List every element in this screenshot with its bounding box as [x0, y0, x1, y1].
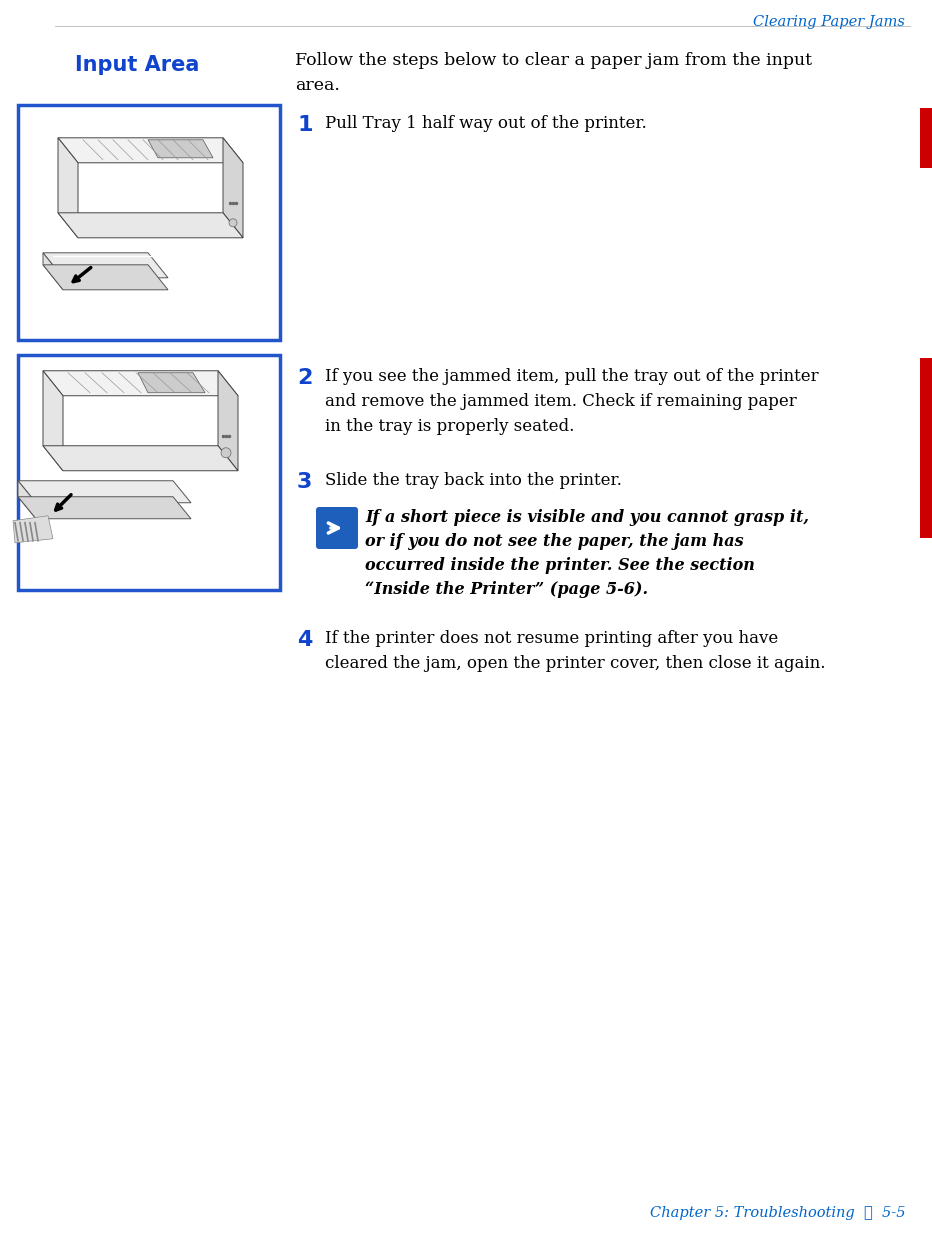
- Text: If you see the jammed item, pull the tray out of the printer
and remove the jamm: If you see the jammed item, pull the tra…: [325, 367, 818, 434]
- Text: 4: 4: [297, 630, 312, 649]
- Circle shape: [229, 219, 237, 226]
- Bar: [920, 357, 932, 538]
- Polygon shape: [58, 213, 243, 238]
- Polygon shape: [18, 497, 191, 518]
- Text: 1: 1: [297, 115, 312, 135]
- Polygon shape: [18, 481, 36, 518]
- Polygon shape: [223, 137, 243, 238]
- Bar: [18, 355, 280, 590]
- Polygon shape: [58, 137, 243, 163]
- Circle shape: [221, 448, 231, 458]
- Polygon shape: [18, 481, 191, 502]
- Text: 3: 3: [297, 473, 312, 492]
- Polygon shape: [43, 445, 238, 471]
- Polygon shape: [148, 140, 213, 158]
- Text: If a short piece is visible and you cannot grasp it,
or if you do not see the pa: If a short piece is visible and you cann…: [365, 508, 809, 599]
- FancyBboxPatch shape: [316, 507, 358, 549]
- Text: Clearing Paper Jams: Clearing Paper Jams: [753, 15, 905, 28]
- Polygon shape: [43, 265, 168, 289]
- Polygon shape: [58, 137, 78, 238]
- Bar: [317, 505, 907, 617]
- Text: If the printer does not resume printing after you have
cleared the jam, open the: If the printer does not resume printing …: [325, 630, 826, 672]
- Bar: [18, 105, 280, 340]
- Text: Input Area: Input Area: [75, 54, 199, 75]
- Text: Chapter 5: Troubleshooting  ❖  5-5: Chapter 5: Troubleshooting ❖ 5-5: [650, 1206, 905, 1220]
- Polygon shape: [138, 372, 205, 393]
- Polygon shape: [218, 371, 238, 471]
- Text: Follow the steps below to clear a paper jam from the input
area.: Follow the steps below to clear a paper …: [295, 52, 812, 94]
- Text: Slide the tray back into the printer.: Slide the tray back into the printer.: [325, 473, 622, 489]
- Bar: [920, 108, 932, 168]
- Polygon shape: [43, 371, 238, 396]
- Text: 2: 2: [297, 367, 312, 388]
- Polygon shape: [13, 516, 53, 543]
- Polygon shape: [43, 252, 63, 289]
- Polygon shape: [43, 252, 168, 278]
- Text: Pull Tray 1 half way out of the printer.: Pull Tray 1 half way out of the printer.: [325, 115, 647, 132]
- Polygon shape: [43, 371, 63, 471]
